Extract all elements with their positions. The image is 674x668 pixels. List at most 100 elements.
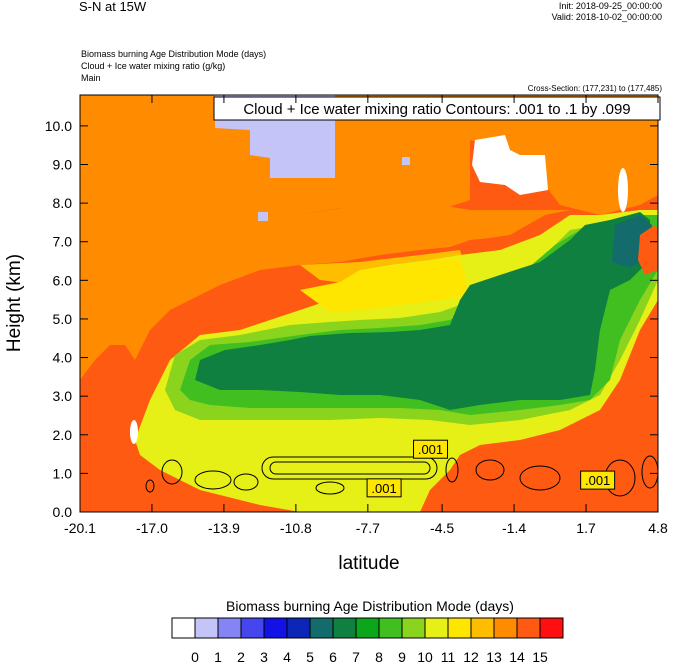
x-tick-label: -4.5	[430, 520, 454, 536]
colorbar-label: 2	[237, 649, 245, 665]
y-axis: 0.0 1.0 2.0 3.0 4.0 5.0 6.0 7.0 8.0 9.0 10.0	[45, 118, 658, 520]
cross-section-label: Cross-Section: (177,231) to (177,485)	[527, 84, 662, 93]
x-tick-label: -10.8	[280, 520, 312, 536]
colorbar-swatch	[378, 617, 403, 639]
colorbar-label: 7	[352, 649, 360, 665]
colorbar-swatch	[401, 617, 426, 639]
contour-2	[269, 461, 431, 475]
y-tick-label: 1.0	[53, 465, 73, 481]
colorbar-title: Biomass burning Age Distribution Mode (d…	[226, 598, 514, 614]
colorbar-swatch	[309, 617, 334, 639]
colorbar-swatch	[493, 617, 518, 639]
colorbar-label: 11	[441, 649, 456, 665]
contour-11	[145, 479, 155, 493]
plot-title: S-N at 15W	[79, 0, 147, 14]
colorbar-swatch	[263, 617, 288, 639]
plot-frame	[79, 94, 659, 513]
colorbar-label: 6	[329, 649, 337, 665]
region-0-right	[618, 168, 628, 212]
colorbar-swatch	[240, 617, 265, 639]
contour-title-box	[213, 96, 661, 121]
region-1-speck	[258, 212, 268, 221]
contour-label: .001	[585, 473, 610, 488]
colorbar-swatch	[516, 617, 541, 639]
contour-1	[261, 456, 438, 480]
colorbar-label: 15	[532, 649, 548, 665]
contour-label-box	[580, 470, 616, 490]
colorbar-label: 1	[214, 649, 222, 665]
y-tick-label: 3.0	[53, 388, 73, 404]
region-7	[195, 212, 650, 410]
contour-4	[194, 470, 232, 490]
contour-10	[641, 455, 658, 489]
y-tick-label: 7.0	[53, 234, 73, 250]
field-3-label: Main	[81, 73, 101, 83]
init-time: Init: 2018-09-25_00:00:00	[558, 1, 662, 11]
contour-label-box	[366, 478, 402, 498]
y-axis-label: Height (km)	[4, 254, 25, 352]
colorbar-label: 9	[398, 649, 406, 665]
contour-3	[161, 459, 183, 485]
x-tick-label: 4.8	[648, 520, 668, 536]
colorbar-swatch	[539, 617, 564, 639]
contour-5	[233, 473, 259, 491]
contour-labels: .001 .001 .001	[366, 439, 616, 498]
colorbar-label: 0	[191, 649, 199, 665]
contour-8	[519, 465, 561, 491]
x-tick-label: -1.4	[502, 520, 526, 536]
y-tick-label: 4.0	[53, 350, 73, 366]
colorbar-swatch	[470, 617, 495, 639]
x-tick-label: -7.7	[356, 520, 380, 536]
y-tick-label: 8.0	[53, 195, 73, 211]
contour-label: .001	[371, 481, 396, 496]
colorbar-label: 12	[463, 649, 479, 665]
colorbar-swatch	[171, 617, 196, 639]
y-tick-label: 10.0	[45, 118, 72, 134]
x-tick-label: -13.9	[208, 520, 240, 536]
contour-label-box	[413, 439, 449, 459]
colorbar-label: 10	[417, 649, 433, 665]
colorbar-label: 5	[306, 649, 314, 665]
x-tick-label: -17.0	[136, 520, 168, 536]
y-tick-label: 5.0	[53, 311, 73, 327]
x-tick-label: -20.1	[64, 520, 96, 536]
region-12	[300, 258, 470, 312]
colorbar-label: 13	[486, 649, 502, 665]
x-axis-label: latitude	[338, 553, 399, 574]
contour-6	[315, 481, 345, 495]
y-tick-label: 2.0	[53, 427, 73, 443]
contour-7	[475, 459, 505, 481]
y-tick-label: 9.0	[53, 157, 73, 173]
heatmap-field	[80, 95, 658, 512]
colorbar-swatch	[355, 617, 380, 639]
colorbar-label: 14	[509, 649, 525, 665]
contour-12	[445, 457, 459, 483]
region-1-speck2	[402, 157, 410, 165]
region-0	[472, 135, 548, 195]
x-axis: -20.1 -17.0 -13.9 -10.8 -7.7 -4.5 -1.4 1.7 4.8	[64, 95, 668, 536]
region-15-right	[638, 225, 658, 275]
contour-label: .001	[418, 442, 443, 457]
valid-time: Valid: 2018-10-02_00:00:00	[551, 12, 662, 22]
colorbar-swatch	[194, 617, 219, 639]
colorbar-swatch	[332, 617, 357, 639]
colorbar-label: 4	[283, 649, 291, 665]
contour-title: Cloud + Ice water mixing ratio Contours:…	[243, 101, 630, 118]
colorbar-swatch	[447, 617, 472, 639]
region-0-left	[130, 420, 138, 444]
colorbar-label: 3	[260, 649, 268, 665]
y-tick-label: 0.0	[53, 504, 73, 520]
cloud-contours	[145, 455, 658, 497]
field-2-label: Cloud + Ice water mixing ratio (g/kg)	[81, 61, 226, 71]
region-14	[80, 95, 658, 380]
x-tick-label: 1.7	[576, 520, 596, 536]
colorbar-swatch	[424, 617, 449, 639]
y-tick-label: 6.0	[53, 272, 73, 288]
region-14b	[80, 95, 470, 345]
field-1-label: Biomass burning Age Distribution Mode (d…	[81, 49, 267, 59]
colorbar-swatch	[217, 617, 242, 639]
colorbar: 0 1 2 3 4 5 6 7 8 9 10 11 12 13 14 15	[171, 617, 564, 665]
colorbar-label: 8	[375, 649, 383, 665]
